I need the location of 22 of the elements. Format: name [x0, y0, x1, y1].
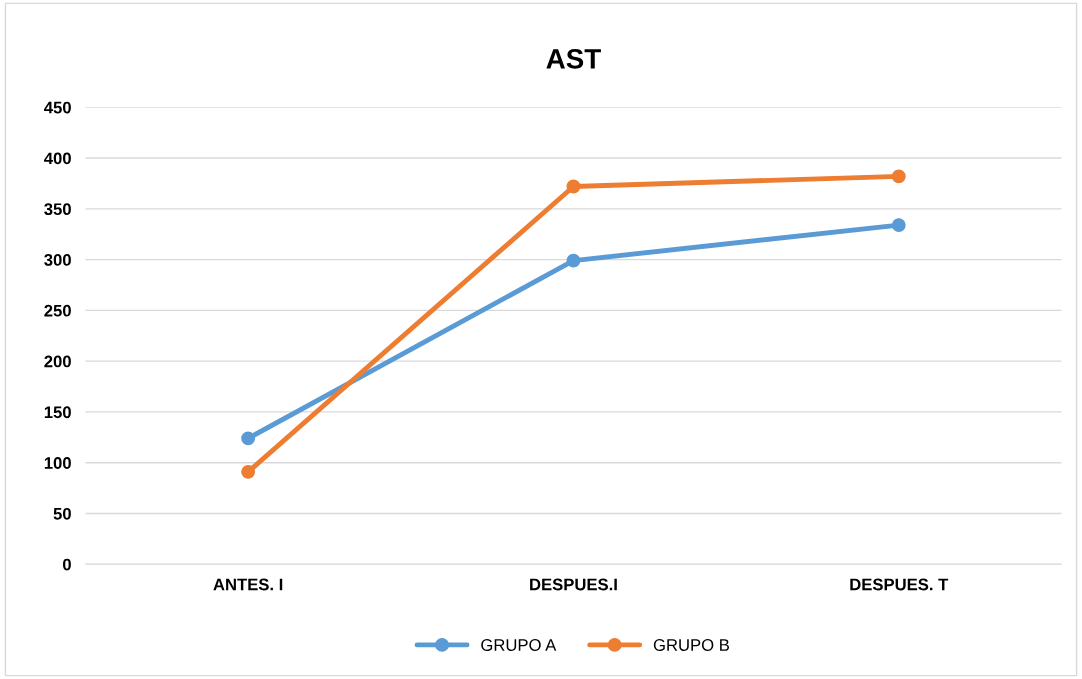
point: [566, 179, 581, 194]
point: [891, 169, 906, 184]
x-tick-label: DESPUES. T: [850, 578, 949, 591]
y-tick-label: 400: [44, 152, 71, 165]
y-tick-label: 150: [44, 406, 71, 419]
point: [566, 253, 581, 268]
legend-label: GRUPO A: [481, 639, 557, 651]
x-tick-label: DESPUES.I: [530, 578, 617, 591]
y-tick-label: 200: [44, 355, 71, 368]
chart-title: AST: [546, 49, 601, 69]
y-tick-label: 50: [53, 507, 71, 520]
x-tick-label: ANTES. I: [213, 578, 283, 591]
y-tick-label: 450: [44, 101, 71, 114]
y-tick-label: 250: [44, 304, 71, 317]
y-tick-label: 300: [44, 254, 71, 266]
y-tick-label: 100: [44, 457, 71, 469]
point: [891, 218, 906, 233]
point: [241, 431, 256, 446]
y-tick-label: 0: [62, 558, 71, 571]
point: [241, 464, 256, 479]
legend-label: GRUPO B: [653, 639, 729, 651]
y-tick-label: 350: [44, 203, 71, 216]
